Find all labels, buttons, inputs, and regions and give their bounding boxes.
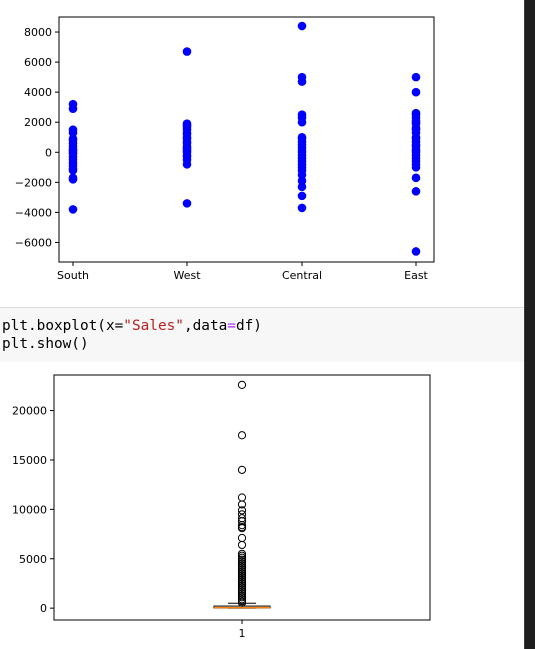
y-tick-label: −6000 [15,236,52,249]
scatter-point [297,21,307,31]
outlier-point [237,573,247,582]
x-tick-label: East [404,269,428,282]
scatter-point [68,128,78,138]
scatter-point [411,187,421,196]
y-tick-label: −4000 [15,206,52,219]
scatter-point [297,77,307,86]
x-tick-label: Central [282,269,322,282]
scatter-point [68,175,78,184]
scatter-point [411,72,421,82]
scatter-point [411,247,421,256]
scatter-output: 8000 6000 4000 2000 0 −2000 −4000 −6000 South Wes… [0,0,524,305]
x-tick-label: 1 [239,627,246,640]
y-tick-label: −2000 [15,176,52,189]
outlier-point [237,540,247,550]
outlier-point [237,575,247,584]
outlier-point [237,500,247,509]
code-line-1[interactable]: plt.boxplot(x="Sales",data=df) [2,317,262,335]
outlier-point [237,431,247,440]
code-token: = [227,318,236,334]
outlier-point [237,549,247,558]
code-token: plt.show() [2,336,89,352]
code-token: plt.boxplot(x= [2,318,124,334]
outlier-point [237,380,247,389]
plot-frame [58,16,435,263]
outlier-point [237,524,247,533]
scatter-point [182,160,192,169]
scatter-point [182,47,192,56]
x-tick-label: West [173,269,201,282]
y-tick-label: 8000 [24,26,52,39]
outlier-point [237,577,247,586]
y-tick-label: 15000 [12,454,47,467]
scatter-point [297,176,307,186]
y-tick-label: 0 [45,146,52,159]
notebook-area: 8000 6000 4000 2000 0 −2000 −4000 −6000 South Wes… [0,0,524,649]
outlier-point [237,521,247,530]
outlier-point [237,553,247,562]
outlier-point [237,565,247,574]
code-token: df) [235,318,262,334]
scatter-point [297,170,307,180]
scatter-point [297,117,307,127]
x-tick-label: South [57,269,89,282]
scatter-point [297,203,307,213]
box-plot: 20000 15000 10000 5000 0 1 [12,374,431,640]
scatter-point [411,87,421,97]
outlier-point [237,567,247,576]
code-line-2[interactable]: plt.show() [2,335,89,353]
outlier-point [237,557,247,566]
scatter-point [297,182,307,192]
code-cell[interactable]: plt.boxplot(x="Sales",data=df) plt.show(… [0,307,524,363]
y-tick-label: 20000 [12,405,47,418]
right-gutter [524,0,535,649]
y-tick-label: 2000 [24,116,52,129]
outlier-point [237,583,247,592]
scatter-plot: 8000 6000 4000 2000 0 −2000 −4000 −6000 South Wes… [15,16,435,282]
scatter-point [411,173,421,183]
scatter-point [411,163,421,172]
y-tick-label: 6000 [24,56,52,69]
outlier-point [237,585,247,594]
boxplot-output: 20000 15000 10000 5000 0 1 [0,362,524,649]
y-tick-label: 10000 [12,503,47,516]
outlier-point [237,551,247,560]
outlier-point [237,589,247,598]
outlier-point [237,506,247,515]
outlier-point [237,555,247,564]
outlier-point [237,593,247,602]
scatter-point [68,205,78,214]
outlier-point [237,581,247,590]
outlier-point [237,559,247,568]
scatter-point [68,104,78,113]
outlier-point [237,465,247,474]
outlier-point [237,569,247,578]
y-tick-label: 0 [40,602,47,615]
code-token: "Sales" [123,318,184,334]
outlier-point [237,561,247,570]
outlier-point [237,598,247,607]
outlier-point [237,587,247,596]
outlier-point [237,579,247,588]
y-tick-label: 5000 [19,553,47,566]
code-token: ,data [183,318,228,334]
outlier-point [237,563,247,572]
y-tick-label: 4000 [24,86,52,99]
outlier-point [237,571,247,580]
scatter-point [297,191,307,201]
scatter-point [182,199,192,208]
outlier-point [237,595,247,604]
scatter-point [68,166,78,175]
